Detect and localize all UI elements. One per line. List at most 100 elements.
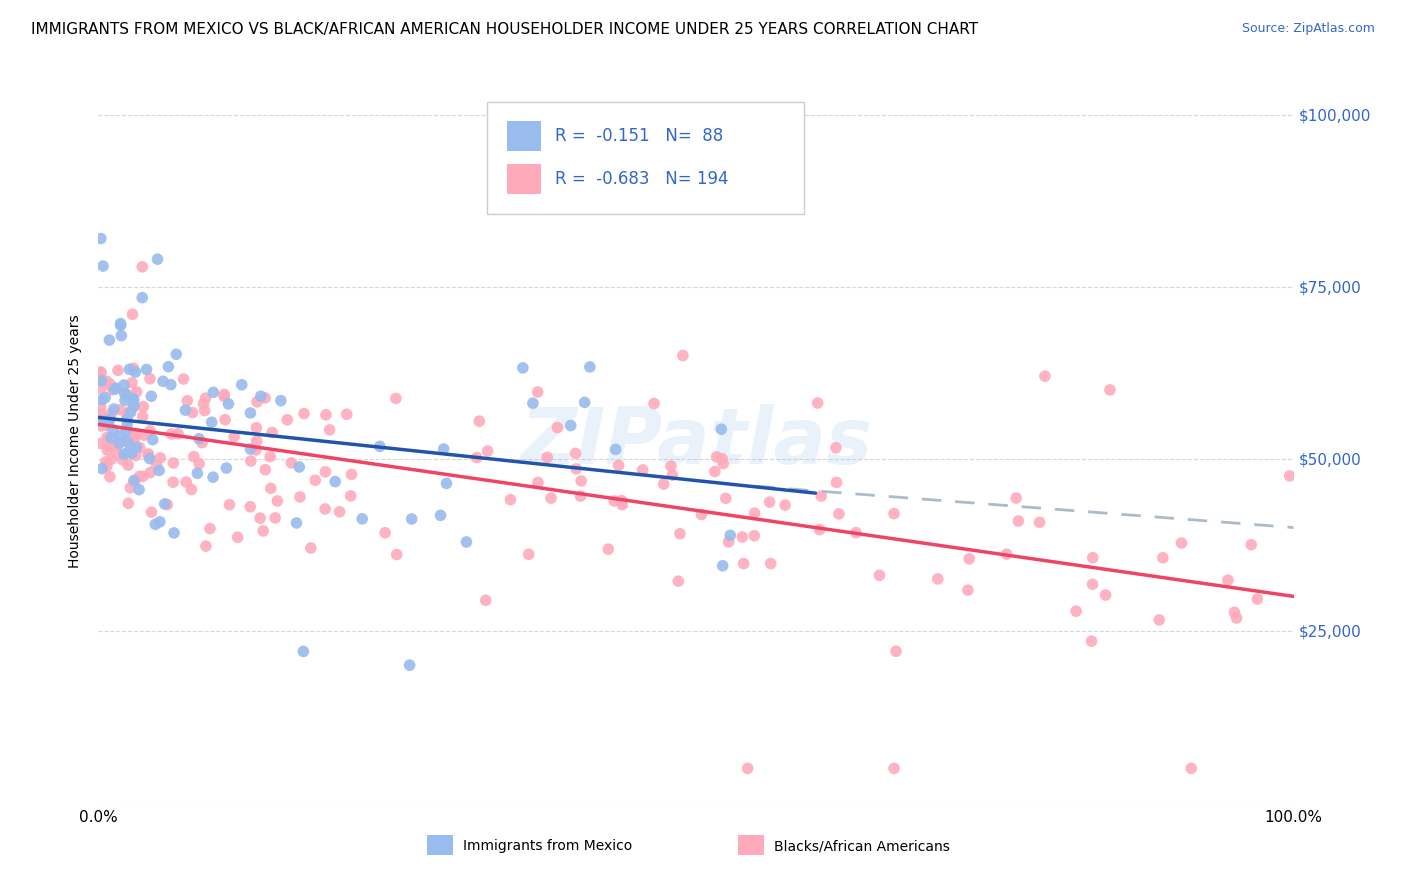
Point <box>145 458 167 473</box>
Point <box>90 382 112 396</box>
Point <box>115 409 138 423</box>
Point <box>132 400 155 414</box>
Point <box>188 457 211 471</box>
Point <box>264 511 287 525</box>
Point <box>280 456 302 470</box>
Point <box>90 365 112 379</box>
Point <box>128 441 150 455</box>
Point <box>212 389 235 403</box>
Point <box>477 444 499 458</box>
Point <box>108 402 131 417</box>
Point <box>339 489 361 503</box>
Point <box>215 461 238 475</box>
Point <box>120 405 142 419</box>
Point <box>198 522 221 536</box>
Point <box>214 413 236 427</box>
Point <box>401 512 423 526</box>
Point <box>139 424 162 438</box>
Point <box>323 475 346 489</box>
Point <box>245 421 267 435</box>
Point <box>1007 514 1029 528</box>
Text: ZIPatlas: ZIPatlas <box>520 403 872 480</box>
Point <box>120 481 142 495</box>
Point <box>202 470 225 484</box>
Point <box>603 494 626 508</box>
Point <box>314 502 336 516</box>
Point <box>122 392 145 407</box>
Point <box>569 489 592 503</box>
Point <box>101 440 124 454</box>
Point <box>659 459 682 474</box>
Point <box>239 454 262 468</box>
Point <box>105 447 128 461</box>
Point <box>121 376 143 390</box>
Point <box>201 415 224 429</box>
Point <box>90 410 112 425</box>
Point <box>288 460 311 475</box>
Point <box>100 431 122 445</box>
Point <box>117 412 139 426</box>
Point <box>141 505 163 519</box>
Point <box>669 526 692 541</box>
Point <box>239 442 262 456</box>
Point <box>825 475 848 490</box>
Point <box>148 463 170 477</box>
Point <box>1081 577 1104 591</box>
Point <box>110 318 132 333</box>
Point <box>564 446 586 460</box>
Point <box>733 557 755 571</box>
Point <box>807 396 830 410</box>
Point <box>124 365 146 379</box>
Point <box>883 507 905 521</box>
Point <box>828 507 851 521</box>
Point <box>270 393 292 408</box>
Point <box>132 469 155 483</box>
Point <box>91 259 114 273</box>
Point <box>368 439 391 453</box>
Point <box>758 495 780 509</box>
Point <box>122 428 145 442</box>
FancyBboxPatch shape <box>738 835 763 855</box>
Point <box>433 442 456 456</box>
Point <box>398 658 420 673</box>
Y-axis label: Householder Income Under 25 years: Householder Income Under 25 years <box>69 315 83 568</box>
Point <box>1278 469 1301 483</box>
Point <box>605 442 627 457</box>
Point <box>112 447 135 461</box>
Point <box>90 372 112 386</box>
Point <box>956 583 979 598</box>
Point <box>128 483 150 497</box>
Point <box>159 377 181 392</box>
Point <box>869 568 891 582</box>
Point <box>217 397 239 411</box>
Point <box>100 452 122 467</box>
Point <box>98 470 121 484</box>
Point <box>744 506 766 520</box>
Point <box>157 359 180 374</box>
Point <box>142 433 165 447</box>
Point <box>845 525 868 540</box>
Point <box>610 493 633 508</box>
Point <box>117 458 139 472</box>
Point <box>98 333 121 347</box>
Point <box>314 465 336 479</box>
Point <box>328 505 350 519</box>
Point <box>1080 634 1102 648</box>
Text: Immigrants from Mexico: Immigrants from Mexico <box>463 839 633 853</box>
Point <box>98 377 121 392</box>
Point <box>374 525 396 540</box>
Point <box>218 498 240 512</box>
Point <box>808 523 831 537</box>
FancyBboxPatch shape <box>486 102 804 214</box>
Point <box>165 347 187 361</box>
Point <box>149 450 172 465</box>
Point <box>202 385 225 400</box>
Point <box>262 425 284 440</box>
Point <box>666 574 689 589</box>
Point <box>97 416 120 430</box>
Point <box>115 434 138 448</box>
Point <box>631 463 654 477</box>
Point <box>212 387 235 401</box>
Point <box>340 467 363 482</box>
Point <box>1223 606 1246 620</box>
